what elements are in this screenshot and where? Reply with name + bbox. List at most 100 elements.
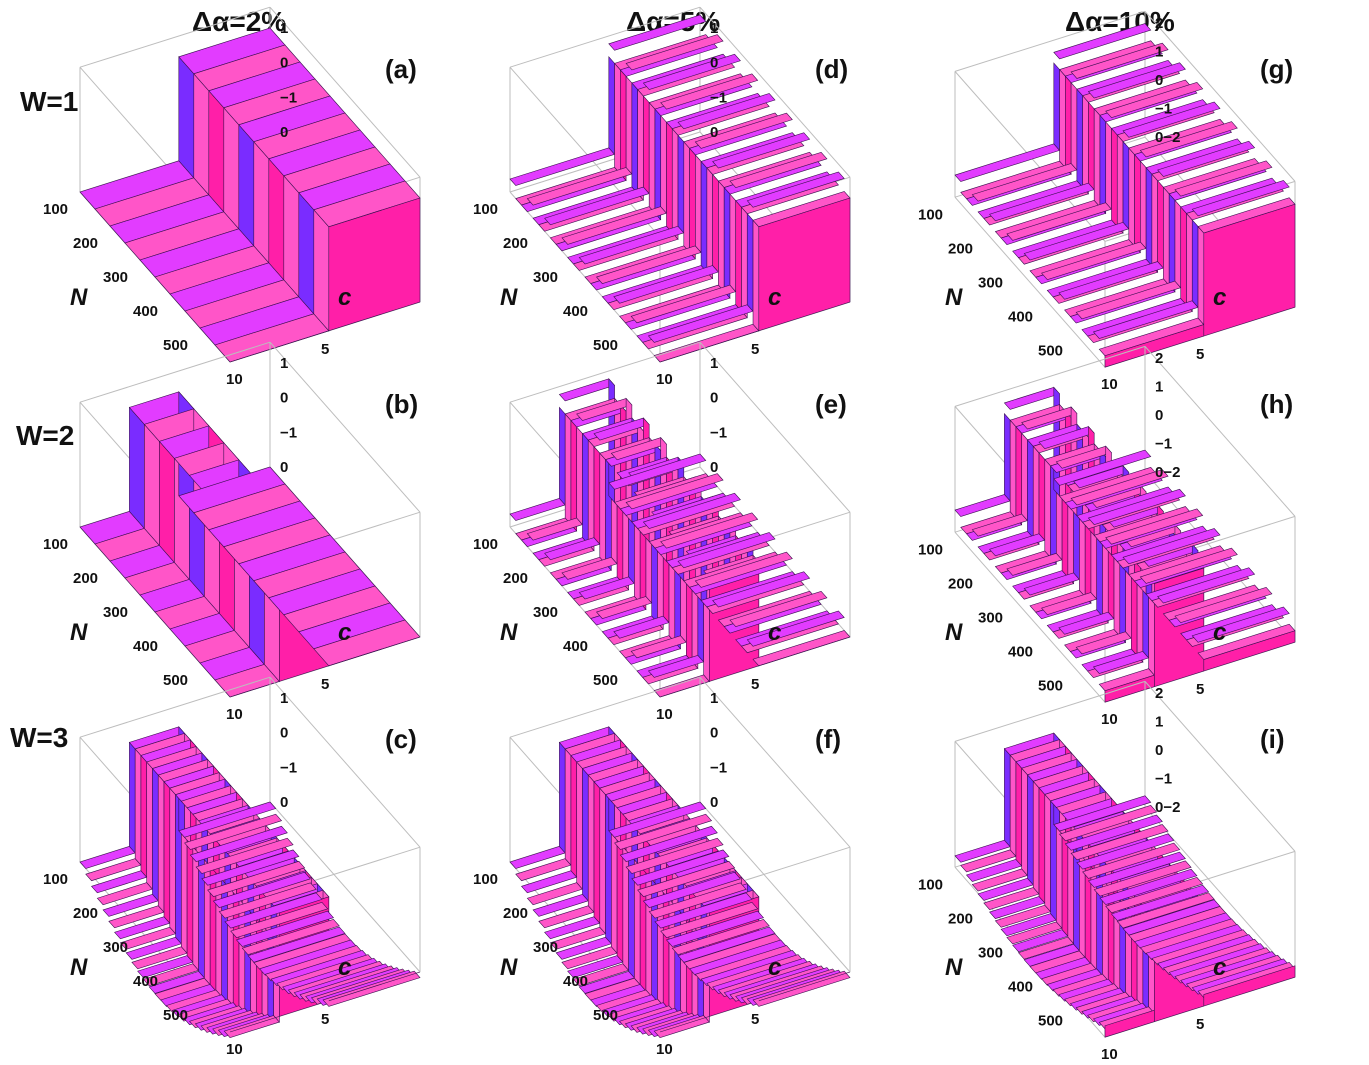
box-edge <box>954 345 1146 407</box>
surface <box>509 726 851 1038</box>
step-wall <box>741 206 748 319</box>
n-tick-label: 200 <box>73 570 98 587</box>
step-wall <box>129 406 145 530</box>
step-wall <box>625 75 633 175</box>
step-wall <box>677 134 685 234</box>
surface-patch <box>1093 860 1192 897</box>
surface-patch <box>1122 528 1221 565</box>
z-tick-label: 0 <box>280 794 288 811</box>
surface <box>954 732 1296 1038</box>
z-tick-label: 0 <box>710 725 718 742</box>
n-tick-label: 400 <box>1008 978 1033 995</box>
panel-letter: (b) <box>385 389 419 419</box>
z-tick-label: 0 <box>1155 72 1163 89</box>
surface-patch <box>619 825 718 862</box>
step-wall <box>1044 793 1051 913</box>
front-face <box>758 197 851 332</box>
box-edge <box>699 801 851 973</box>
step-wall <box>564 748 572 866</box>
surface-patch <box>712 132 811 169</box>
step-wall <box>1093 108 1101 208</box>
step-wall <box>712 173 719 273</box>
surface-patch <box>1122 101 1221 138</box>
step-wall <box>208 90 225 213</box>
n-tick-label: 100 <box>918 876 943 893</box>
z-tick-label: 0 <box>710 794 718 811</box>
step-wall <box>1070 81 1078 171</box>
z-tick-label: 0 <box>710 459 718 476</box>
n-tick-label: 400 <box>133 303 158 320</box>
surface-patch <box>1105 82 1204 119</box>
surface-patch <box>1070 824 1169 861</box>
step-wall <box>1180 206 1187 306</box>
step-wall <box>683 141 690 254</box>
step-wall <box>746 212 754 313</box>
step-wall <box>570 419 578 532</box>
n-axis-label: N <box>70 954 88 981</box>
z-tick-label: 1 <box>280 20 288 37</box>
c-axis-label: c <box>768 284 781 311</box>
step-wall <box>1145 166 1153 267</box>
c-tick-label: 5 <box>751 1011 759 1028</box>
surface-patch <box>746 610 845 647</box>
surface-patch <box>954 494 1011 517</box>
step-wall <box>1099 114 1107 215</box>
step-wall <box>582 432 589 545</box>
step-wall <box>587 439 595 552</box>
surface-patch <box>1070 469 1169 506</box>
step-wall <box>1076 88 1083 189</box>
c-axis-label: c <box>338 954 351 981</box>
z-tick-label: 0 <box>280 725 288 742</box>
row-header-w2: W=2 <box>16 420 75 451</box>
box-edge <box>79 6 271 68</box>
step-wall <box>723 186 731 299</box>
step-wall <box>157 774 165 914</box>
surface-patch <box>1157 567 1256 604</box>
surface-patch <box>694 551 793 588</box>
step-wall <box>146 761 153 890</box>
front-face <box>328 197 421 332</box>
surface-patch <box>608 14 707 51</box>
z-tick-label: −1 <box>1155 101 1172 118</box>
step-wall <box>1128 147 1135 247</box>
step-wall <box>1059 68 1066 169</box>
z-tick-label: 0 <box>1155 742 1163 759</box>
surface-patch <box>665 910 764 947</box>
step-wall <box>178 56 195 179</box>
front-face <box>758 636 851 667</box>
n-tick-label: 300 <box>533 939 558 956</box>
step-wall <box>1015 760 1023 867</box>
n-tick-label: 200 <box>73 235 98 252</box>
step-wall <box>593 445 601 545</box>
c-tick-label: 5 <box>1196 681 1204 698</box>
step-wall <box>283 175 300 298</box>
surface-patch <box>1087 62 1186 99</box>
surface-patch <box>660 73 759 110</box>
box-edge <box>1144 346 1296 517</box>
z-tick-label: −1 <box>280 759 297 776</box>
surface-patch <box>625 473 724 510</box>
step-wall <box>599 452 606 565</box>
box-edge <box>954 196 1106 368</box>
step-wall <box>1134 153 1141 254</box>
surface-patch <box>1099 868 1198 905</box>
surface-patch <box>654 892 753 929</box>
surface-patch <box>189 825 288 862</box>
box-edge <box>79 341 271 403</box>
step-wall <box>129 741 136 854</box>
box-edge <box>269 341 421 513</box>
step-wall <box>654 108 662 221</box>
box-edge <box>509 676 701 738</box>
step-wall <box>729 193 737 293</box>
n-tick-label: 400 <box>1008 308 1033 325</box>
step-wall <box>1009 419 1017 520</box>
n-axis-label: N <box>500 284 518 311</box>
c-axis-label: c <box>1213 619 1226 646</box>
step-wall <box>614 62 621 175</box>
surface-patch <box>178 801 277 838</box>
c-tick-label: 10 <box>226 706 243 723</box>
box-edge <box>509 66 661 238</box>
